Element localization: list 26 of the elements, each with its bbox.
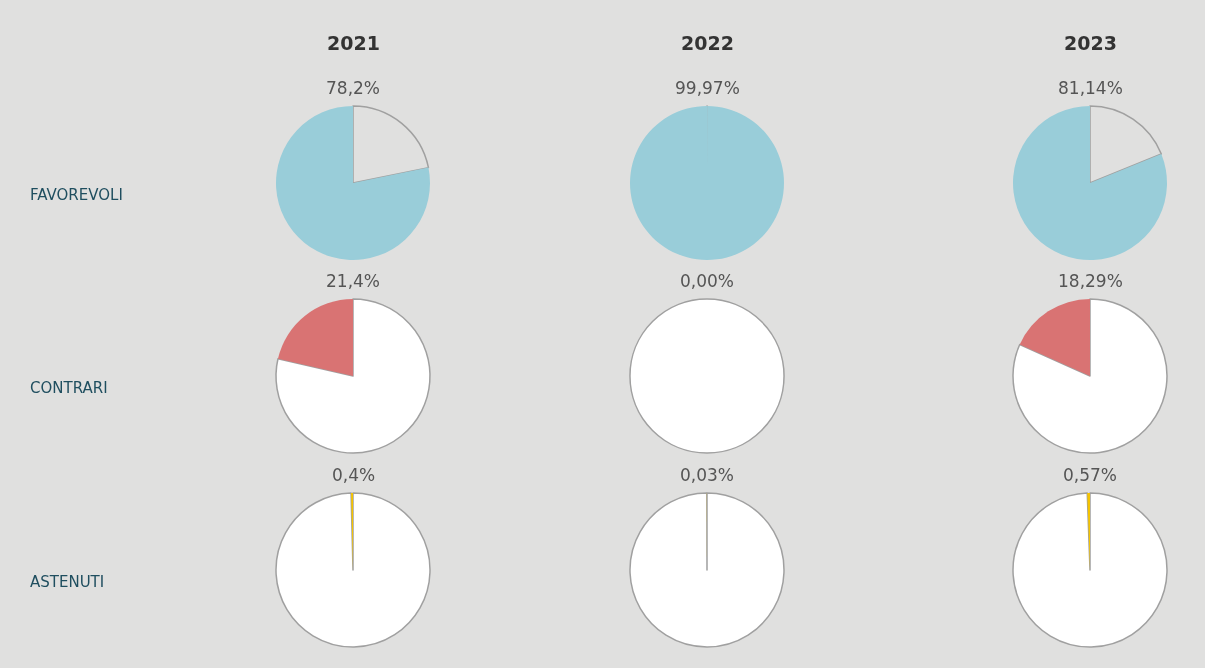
- pie-slice: [1012, 298, 1168, 454]
- data-label: 81,14%: [1058, 78, 1123, 98]
- data-label: 21,4%: [326, 271, 381, 291]
- text: CONTRARI: [30, 379, 108, 397]
- pie-slice: [1013, 106, 1167, 260]
- pie-slice: [277, 299, 353, 376]
- data-label: 0,57%: [1063, 465, 1118, 485]
- chart-title: 2021: [327, 32, 380, 54]
- pie-slice: [1019, 299, 1090, 376]
- chart-title: 2023: [1064, 32, 1117, 54]
- data-label: 18,29%: [1058, 271, 1123, 291]
- pie-slice: [1012, 492, 1168, 648]
- pie-slice: [352, 105, 430, 184]
- chart-title: 2022: [681, 32, 734, 54]
- data-label: 99,97%: [675, 78, 740, 98]
- text: ASTENUTI: [30, 573, 105, 591]
- data-label: 0,4%: [332, 465, 376, 485]
- pie-slice: [275, 492, 431, 648]
- pie-slice: [629, 492, 785, 648]
- text: 0,00%: [680, 271, 735, 291]
- data-label: 0,03%: [680, 465, 735, 485]
- pie-slice: [275, 298, 431, 454]
- text: FAVOREVOLI: [30, 186, 123, 204]
- pie-slice: [1089, 105, 1163, 184]
- pie-slice: [276, 106, 430, 260]
- data-label: 78,2%: [326, 78, 381, 98]
